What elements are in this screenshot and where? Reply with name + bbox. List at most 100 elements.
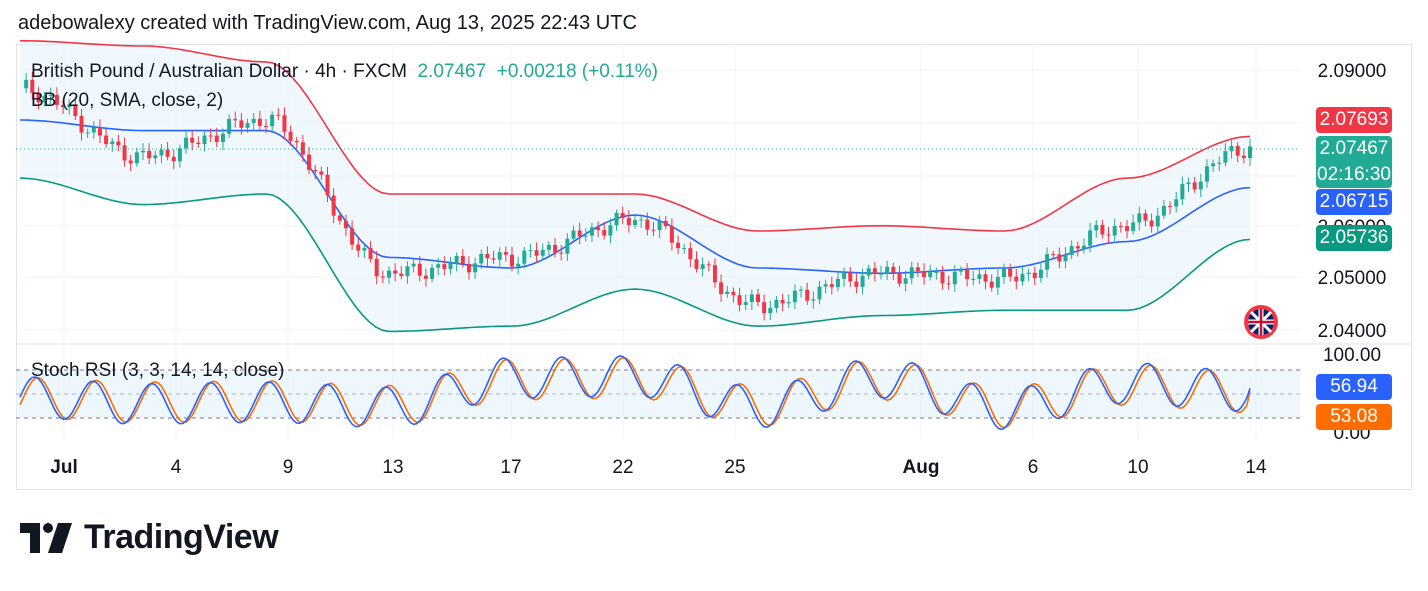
candle-body: [491, 258, 496, 260]
symbol-name[interactable]: British Pound / Australian Dollar · 4h ·…: [31, 61, 407, 82]
candle-body: [786, 302, 791, 304]
candle-body: [177, 148, 182, 162]
candle-body: [1094, 224, 1099, 231]
candle-body: [688, 248, 693, 260]
candle-body: [423, 275, 428, 279]
stoch-legend[interactable]: Stoch RSI (3, 3, 14, 14, close): [31, 360, 285, 381]
candle-body: [116, 141, 121, 146]
candle-body: [473, 263, 478, 273]
candle-body: [42, 96, 47, 103]
candle-body: [725, 291, 730, 295]
candle-body: [620, 213, 625, 218]
candle-body: [270, 114, 275, 127]
candle-body: [1180, 184, 1185, 200]
candle-body: [1100, 224, 1105, 235]
candle-body: [184, 137, 189, 149]
candle-body: [313, 169, 318, 172]
candle-body: [719, 282, 724, 295]
candle-body: [829, 284, 834, 288]
candle-body: [282, 115, 287, 132]
candle-body: [596, 227, 601, 230]
candle-body: [307, 154, 312, 170]
candle-body: [251, 118, 256, 124]
bb-upper-badge: 2.07693: [1316, 107, 1392, 133]
attribution-text: adebowalexy created with TradingView.com…: [18, 12, 637, 34]
candle-body: [190, 137, 195, 143]
candle-body: [91, 127, 96, 133]
candle-body: [1088, 230, 1093, 246]
price-change: +0.00218 (+0.11%): [496, 61, 659, 82]
candle-body: [1063, 254, 1068, 262]
candle-body: [479, 253, 484, 264]
candle-body: [1217, 162, 1222, 164]
candle-body: [300, 142, 305, 155]
candle-body: [1155, 215, 1160, 227]
bb-legend[interactable]: BB (20, SMA, close, 2): [31, 90, 224, 111]
time-tick-label: 10: [1127, 457, 1148, 478]
candle-body: [848, 272, 853, 282]
candle-body: [903, 278, 908, 284]
candle-body: [682, 248, 687, 250]
candle-body: [879, 273, 883, 275]
candle-body: [1008, 268, 1013, 277]
candle-body: [522, 250, 527, 264]
candle-body: [337, 215, 342, 221]
time-axis-ticks: Jul 4 9 13 17 22 25 Aug 6 10 14: [50, 457, 1267, 478]
candle-body: [276, 114, 281, 116]
candle-body: [503, 252, 508, 255]
candle-body: [577, 230, 582, 237]
candle-body: [928, 272, 933, 278]
stoch-d-badge: 53.08: [1316, 404, 1392, 430]
candle-body: [553, 244, 558, 253]
candle-body: [1118, 226, 1123, 228]
candle-body: [79, 116, 84, 133]
last-price-badge: 2.07467 02:16:30: [1316, 136, 1392, 188]
candle-body: [294, 140, 299, 143]
candle-body: [1211, 163, 1216, 167]
candle-body: [915, 267, 920, 271]
candle-body: [405, 266, 410, 277]
candle-body: [460, 255, 465, 264]
candle-body: [995, 277, 1000, 288]
candle-body: [1186, 182, 1191, 185]
candle-body: [1131, 222, 1136, 231]
candle-body: [54, 94, 59, 105]
tradingview-logo-icon: [20, 522, 72, 553]
candle-body: [30, 79, 35, 93]
time-tick-label: 6: [1028, 457, 1039, 478]
candle-body: [67, 104, 72, 108]
candle-body: [811, 299, 816, 301]
candle-body: [1137, 213, 1142, 223]
candle-body: [1248, 146, 1252, 159]
candle-body: [1069, 246, 1074, 255]
candle-body: [731, 291, 736, 296]
candle-body: [1032, 272, 1037, 279]
candle-body: [1002, 268, 1006, 278]
candle-body: [466, 263, 471, 273]
candle-body: [380, 276, 385, 278]
symbol-legend[interactable]: British Pound / Australian Dollar · 4h ·…: [31, 61, 658, 83]
candle-body: [153, 155, 158, 159]
candle-body: [885, 266, 890, 274]
uk-flag-icon[interactable]: [1243, 304, 1279, 340]
candle-body: [362, 247, 367, 251]
candle-body: [1106, 234, 1111, 236]
price-tick-label: 2.09000: [1318, 61, 1387, 82]
candle-body: [1143, 213, 1148, 221]
candle-body: [159, 149, 164, 156]
candle-body: [657, 221, 662, 231]
candle-body: [712, 265, 717, 283]
candle-body: [24, 79, 29, 89]
tradingview-brand[interactable]: TradingView: [20, 518, 279, 557]
candle-body: [860, 275, 865, 287]
candle-body: [663, 221, 668, 227]
candle-body: [1020, 274, 1025, 282]
candle-body: [1223, 151, 1228, 163]
candle-body: [485, 253, 490, 259]
candle-body: [196, 142, 201, 145]
candle-body: [694, 259, 699, 269]
candle-body: [817, 286, 822, 300]
candle-body: [971, 278, 976, 280]
candle-body: [110, 141, 115, 145]
